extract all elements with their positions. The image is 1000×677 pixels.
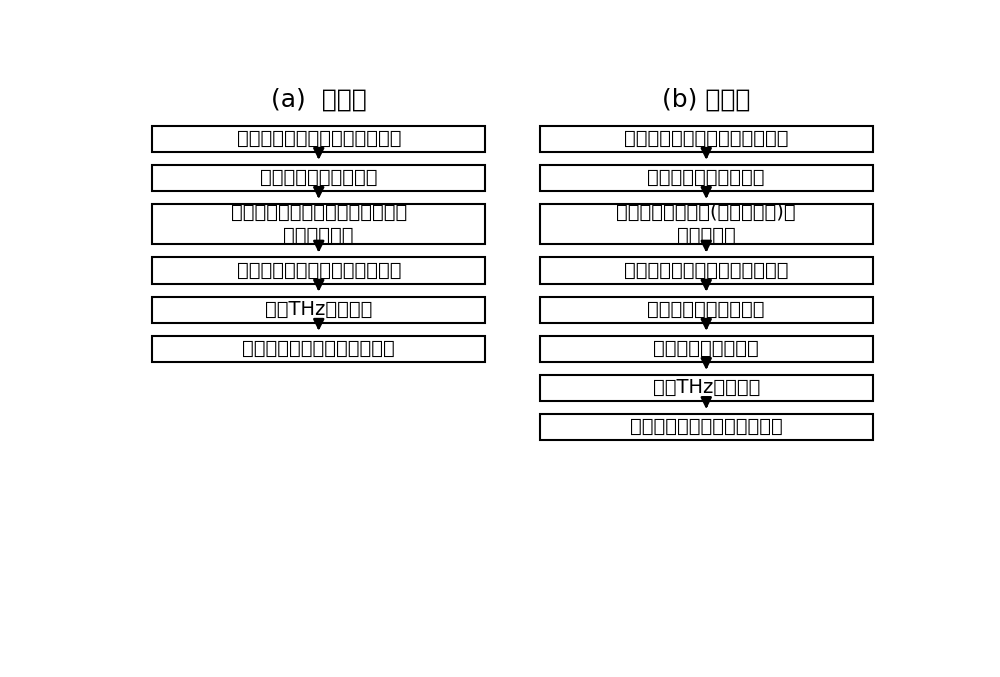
- Text: 对制作好的结构进行切割、使用: 对制作好的结构进行切割、使用: [237, 261, 401, 280]
- Text: 生长非磁层、覆盖层: 生长非磁层、覆盖层: [653, 339, 759, 358]
- Bar: [152, 297, 485, 323]
- Text: 衬底选择与清洗、准备镀膜材料: 衬底选择与清洗、准备镀膜材料: [237, 129, 401, 148]
- Bar: [540, 297, 873, 323]
- Bar: [540, 414, 873, 440]
- Text: 分别生长铁磁层、自旋滤波层、非
磁层、覆盖层: 分别生长铁磁层、自旋滤波层、非 磁层、覆盖层: [231, 203, 407, 245]
- Bar: [152, 125, 485, 152]
- Text: 衬底选择与清洗、准备镀膜材料: 衬底选择与清洗、准备镀膜材料: [624, 129, 788, 148]
- Bar: [152, 257, 485, 284]
- Bar: [152, 336, 485, 362]
- Text: 退火工艺处理，制备自旋滤波层: 退火工艺处理，制备自旋滤波层: [624, 261, 788, 280]
- Text: 利用物理化学方法镀膜: 利用物理化学方法镀膜: [648, 300, 765, 319]
- Bar: [540, 204, 873, 244]
- Bar: [540, 165, 873, 191]
- Bar: [152, 165, 485, 191]
- Text: 测试太赫兹发射器的发射性能: 测试太赫兹发射器的发射性能: [242, 339, 395, 358]
- Bar: [540, 257, 873, 284]
- Bar: [540, 125, 873, 152]
- Text: (a)  方案一: (a) 方案一: [271, 87, 367, 112]
- Bar: [540, 375, 873, 401]
- Text: 利用物理化学方法镀膜: 利用物理化学方法镀膜: [260, 168, 378, 187]
- Bar: [540, 336, 873, 362]
- Bar: [152, 204, 485, 244]
- Text: 搭建THz发射系统: 搭建THz发射系统: [653, 378, 760, 397]
- Text: 搭建THz发射系统: 搭建THz发射系统: [265, 300, 372, 319]
- Text: 测试太赫兹发射器的发射性能: 测试太赫兹发射器的发射性能: [630, 417, 783, 437]
- Text: (b) 方案二: (b) 方案二: [662, 87, 750, 112]
- Text: 生长铁磁绝缘薄膜(铁磁绝缘层)及
重金属薄膜: 生长铁磁绝缘薄膜(铁磁绝缘层)及 重金属薄膜: [616, 203, 796, 245]
- Text: 利用物理化学方法镀膜: 利用物理化学方法镀膜: [648, 168, 765, 187]
